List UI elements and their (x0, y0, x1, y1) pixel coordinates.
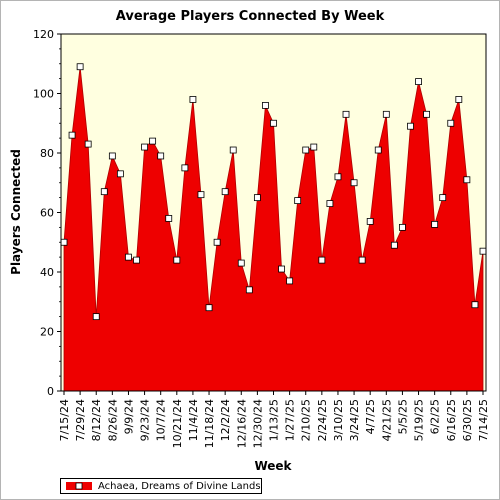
x-tick-label: 6/30/25 (461, 399, 474, 441)
data-point (342, 110, 350, 118)
data-point (141, 143, 148, 151)
x-tick-label: 3/10/25 (332, 399, 345, 441)
x-tick-label: 3/24/25 (348, 399, 361, 441)
legend-label: Achaea, Dreams of Divine Lands (98, 480, 261, 492)
data-point (221, 188, 229, 196)
data-point (157, 152, 165, 160)
data-point (84, 140, 92, 148)
x-tick-label: 2/10/25 (300, 399, 313, 441)
x-axis-label: Week (254, 459, 292, 473)
data-point (181, 164, 189, 172)
x-tick-label: 11/18/24 (203, 399, 216, 448)
x-tick-label: 6/16/25 (445, 399, 458, 441)
data-point (68, 131, 76, 139)
x-tick-label: 8/26/24 (106, 399, 119, 441)
data-point (245, 286, 253, 294)
data-point (253, 194, 261, 202)
data-point (108, 152, 116, 160)
data-point (100, 188, 108, 196)
data-point (479, 247, 487, 255)
y-tick-label: 20 (40, 326, 54, 339)
x-tick-label: 6/2/25 (429, 399, 442, 434)
data-point (133, 256, 140, 264)
x-tick-label: 9/23/24 (139, 399, 152, 441)
x-tick-label: 4/21/25 (380, 399, 393, 441)
x-tick-label: 5/5/25 (396, 399, 409, 434)
data-point (237, 259, 245, 267)
data-point (173, 256, 181, 264)
data-point (350, 179, 358, 187)
data-point (423, 110, 431, 118)
x-tick-label: 7/14/25 (477, 399, 490, 441)
data-point (165, 215, 173, 222)
data-point (294, 197, 302, 205)
data-point (439, 194, 447, 202)
x-tick-label: 8/12/24 (90, 399, 103, 441)
x-tick-label: 7/29/24 (74, 399, 87, 441)
data-point (366, 218, 374, 225)
x-tick-label: 2/24/25 (316, 399, 329, 441)
chart-title: Average Players Connected By Week (115, 9, 385, 24)
legend-swatch (66, 481, 92, 491)
y-tick-label: 0 (47, 385, 54, 398)
y-tick-label: 60 (40, 207, 54, 220)
data-point (60, 238, 68, 246)
x-tick-label: 12/16/24 (235, 399, 248, 448)
data-point (270, 119, 277, 127)
data-point (302, 146, 310, 154)
data-point (471, 301, 479, 309)
data-point (205, 304, 213, 312)
data-point (125, 253, 132, 261)
data-point (463, 176, 471, 184)
x-tick-label: 5/19/25 (413, 399, 426, 441)
data-point (189, 96, 197, 103)
data-point (374, 146, 382, 154)
x-tick-label: 10/21/24 (171, 399, 184, 448)
data-point (310, 143, 318, 151)
data-point (117, 170, 124, 178)
data-point (407, 122, 414, 130)
data-point (76, 63, 84, 71)
data-point (149, 137, 157, 145)
data-point (358, 256, 366, 264)
data-point (213, 238, 221, 246)
data-point (92, 313, 100, 321)
legend: Achaea, Dreams of Divine Lands (60, 478, 262, 494)
data-point (455, 96, 463, 103)
data-point (415, 78, 422, 85)
x-tick-label: 7/15/24 (58, 399, 71, 441)
data-point (286, 277, 294, 285)
data-point (197, 191, 205, 199)
y-tick-label: 40 (40, 266, 54, 279)
x-tick-label: 1/27/25 (284, 399, 297, 441)
data-point (318, 256, 326, 264)
x-tick-label: 12/2/24 (219, 399, 232, 441)
x-tick-label: 10/7/24 (155, 399, 168, 441)
x-tick-label: 4/7/25 (364, 399, 377, 434)
x-tick-label: 9/9/24 (122, 399, 135, 434)
y-tick-label: 100 (33, 88, 54, 101)
data-point (390, 241, 398, 249)
data-point (262, 102, 269, 109)
data-point (326, 200, 334, 207)
data-point (447, 119, 455, 127)
data-point (399, 223, 406, 231)
y-tick-label: 80 (40, 147, 54, 160)
x-tick-label: 12/30/24 (251, 399, 264, 448)
data-point (278, 265, 285, 273)
data-point (229, 146, 237, 154)
x-tick-label: 1/13/25 (268, 399, 281, 441)
x-tick-label: 11/4/24 (187, 399, 200, 441)
data-point (382, 110, 390, 118)
data-point (431, 220, 439, 228)
data-point (334, 173, 342, 181)
y-tick-label: 120 (33, 28, 54, 41)
